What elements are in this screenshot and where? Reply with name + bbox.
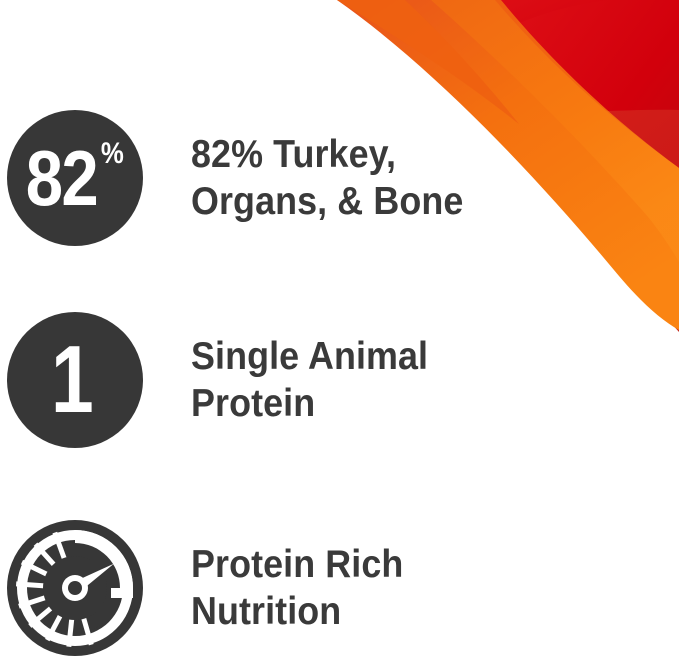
feature-caption: Single Animal Protein	[191, 335, 429, 425]
feature-caption: Protein Rich Nutrition	[191, 543, 404, 633]
feature-row: 82% 82% Turkey, Organs, & Bone	[7, 110, 487, 246]
feature-caption: 82% Turkey, Organs, & Bone	[191, 133, 464, 223]
badge-value: 82	[26, 134, 99, 222]
gauge-meter-icon	[7, 520, 143, 656]
badge-value: 1	[51, 326, 94, 433]
feature-row: 1 Single Animal Protein	[7, 312, 449, 448]
badge-percent-sign: %	[100, 137, 124, 170]
number-one-badge-icon: 1	[7, 312, 143, 448]
percent-badge-icon: 82%	[7, 110, 143, 246]
feature-row: Protein Rich Nutrition	[7, 520, 422, 656]
